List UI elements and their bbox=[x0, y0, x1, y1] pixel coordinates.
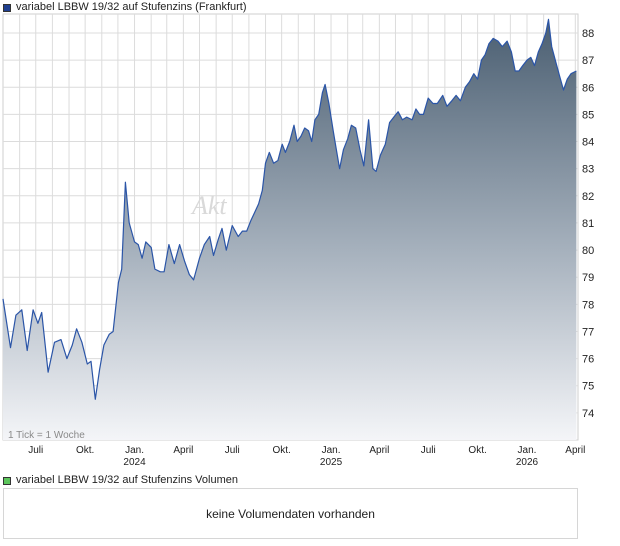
y-tick-label: 88 bbox=[582, 28, 594, 40]
x-tick-label: April bbox=[173, 445, 193, 456]
x-tick-label: Juli bbox=[28, 445, 43, 456]
volume-legend: variabel LBBW 19/32 auf Stufenzins Volum… bbox=[3, 474, 238, 487]
series-area bbox=[3, 19, 577, 441]
volume-panel: keine Volumendaten vorhanden bbox=[3, 488, 578, 539]
y-tick-label: 79 bbox=[582, 272, 594, 284]
y-tick-label: 77 bbox=[582, 326, 594, 338]
volume-color-swatch bbox=[3, 476, 11, 485]
y-tick-label: 75 bbox=[582, 381, 594, 393]
y-tick-label: 82 bbox=[582, 191, 594, 203]
series-line bbox=[2, 18, 577, 400]
series-legend-label: variabel LBBW 19/32 auf Stufenzins (Fran… bbox=[16, 1, 247, 13]
y-tick-label: 86 bbox=[582, 82, 594, 94]
series-color-swatch bbox=[3, 3, 11, 12]
x-tick-label: Juli bbox=[421, 445, 436, 456]
y-tick-label: 80 bbox=[582, 245, 594, 257]
watermark-text: Akt bbox=[190, 191, 227, 220]
x-tick-year-label: 2026 bbox=[516, 457, 539, 468]
price-chart: 74 75 76 77 78 79 80 81 82 83 84 85 86 87 88 Akt 1 Tick … bbox=[2, 13, 594, 468]
x-tick-label: Jan. bbox=[322, 445, 341, 456]
x-tick-label: Okt. bbox=[272, 445, 290, 456]
x-tick-label: Okt. bbox=[76, 445, 94, 456]
volume-legend-label: variabel LBBW 19/32 auf Stufenzins Volum… bbox=[16, 474, 238, 486]
y-tick-label: 87 bbox=[582, 55, 594, 67]
y-tick-label: 74 bbox=[582, 408, 594, 420]
y-tick-label: 85 bbox=[582, 109, 594, 121]
volume-empty-message: keine Volumendaten vorhanden bbox=[206, 506, 375, 521]
y-tick-label: 76 bbox=[582, 354, 594, 366]
x-tick-label: Jan. bbox=[125, 445, 144, 456]
x-tick-year-label: 2025 bbox=[320, 457, 343, 468]
x-tick-label: Juli bbox=[225, 445, 240, 456]
tick-info-label: 1 Tick = 1 Woche bbox=[8, 430, 85, 441]
y-tick-label: 83 bbox=[582, 164, 594, 176]
x-tick-label: Jan. bbox=[518, 445, 537, 456]
y-tick-label: 78 bbox=[582, 299, 594, 311]
price-legend: variabel LBBW 19/32 auf Stufenzins (Fran… bbox=[3, 1, 247, 14]
y-tick-label: 81 bbox=[582, 218, 594, 230]
x-tick-label: April bbox=[369, 445, 389, 456]
y-tick-label: 84 bbox=[582, 137, 594, 149]
x-tick-year-label: 2024 bbox=[123, 457, 146, 468]
x-tick-label: April bbox=[565, 445, 585, 456]
x-tick-label: Okt. bbox=[468, 445, 486, 456]
